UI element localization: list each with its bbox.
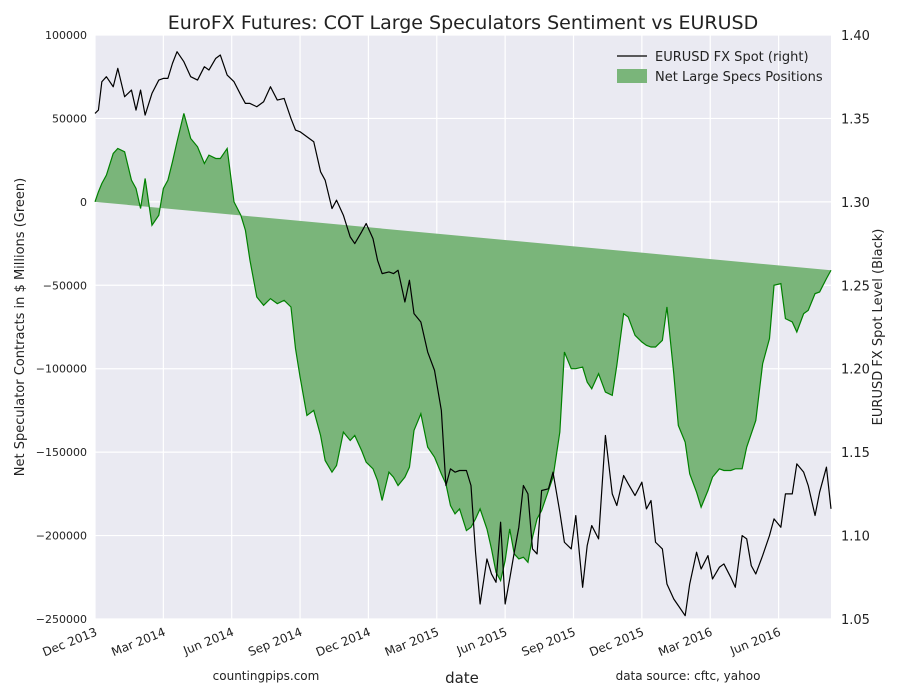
area-series: [94, 113, 832, 583]
eurusd-line: [94, 51, 832, 617]
right-tick-label: 1.35: [841, 112, 870, 127]
left-axis-ticks: 100000 50000 0 −50000 −100000 −150000 −200000 −…: [36, 29, 87, 626]
footer-source-left: countingpips.com: [213, 669, 320, 683]
line-series: [94, 51, 832, 617]
net-specs-area-edge: [94, 113, 832, 583]
left-tick-label: −100000: [36, 363, 87, 376]
x-axis-label: date: [445, 669, 479, 687]
chart-title: EuroFX Futures: COT Large Speculators Se…: [168, 12, 758, 34]
legend-area-swatch: [617, 69, 647, 83]
x-tick-label: Mar 2014: [109, 625, 167, 659]
legend: EURUSD FX Spot (right) Net Large Specs P…: [617, 50, 823, 85]
x-tick-label: Mar 2016: [656, 625, 714, 659]
x-tick-label: Jun 2014: [180, 625, 235, 658]
right-tick-label: 1.15: [841, 446, 870, 461]
x-tick-label: Dec 2014: [314, 625, 373, 660]
net-specs-area-fill: [95, 113, 831, 581]
legend-label-net-specs: Net Large Specs Positions: [655, 70, 823, 85]
right-tick-label: 1.05: [841, 613, 870, 628]
right-tick-label: 1.25: [841, 279, 870, 294]
left-tick-label: −50000: [43, 279, 87, 292]
right-tick-label: 1.10: [841, 530, 870, 545]
right-tick-label: 1.30: [841, 196, 870, 211]
x-axis-ticks: Dec 2013 Mar 2014 Jun 2014 Sep 2014 Dec 2014…: [40, 625, 782, 660]
left-tick-label: 100000: [45, 29, 87, 42]
left-tick-label: −200000: [36, 530, 87, 543]
x-tick-label: Jun 2016: [727, 625, 782, 658]
right-tick-label: 1.40: [841, 29, 870, 44]
left-tick-label: 50000: [52, 112, 87, 125]
left-tick-label: −250000: [36, 613, 87, 626]
right-axis-label: EURUSD FX Spot Level (Black): [871, 229, 886, 426]
x-tick-label: Sep 2015: [520, 625, 578, 659]
footer-source-right: data source: cftc, yahoo: [616, 669, 761, 683]
legend-label-eurusd: EURUSD FX Spot (right): [655, 50, 809, 65]
left-tick-label: −150000: [36, 446, 87, 459]
x-tick-label: Dec 2013: [40, 625, 99, 660]
x-tick-label: Sep 2014: [246, 625, 304, 659]
x-tick-label: Jun 2015: [454, 625, 509, 658]
left-tick-label: 0: [80, 196, 87, 209]
x-tick-label: Dec 2015: [587, 625, 646, 660]
right-tick-label: 1.20: [841, 363, 870, 378]
left-axis-label: Net Speculator Contracts in $ Millions (…: [13, 178, 28, 476]
x-tick-label: Mar 2015: [383, 625, 441, 659]
right-axis-ticks: 1.40 1.35 1.30 1.25 1.20 1.15 1.10 1.05: [841, 29, 870, 628]
